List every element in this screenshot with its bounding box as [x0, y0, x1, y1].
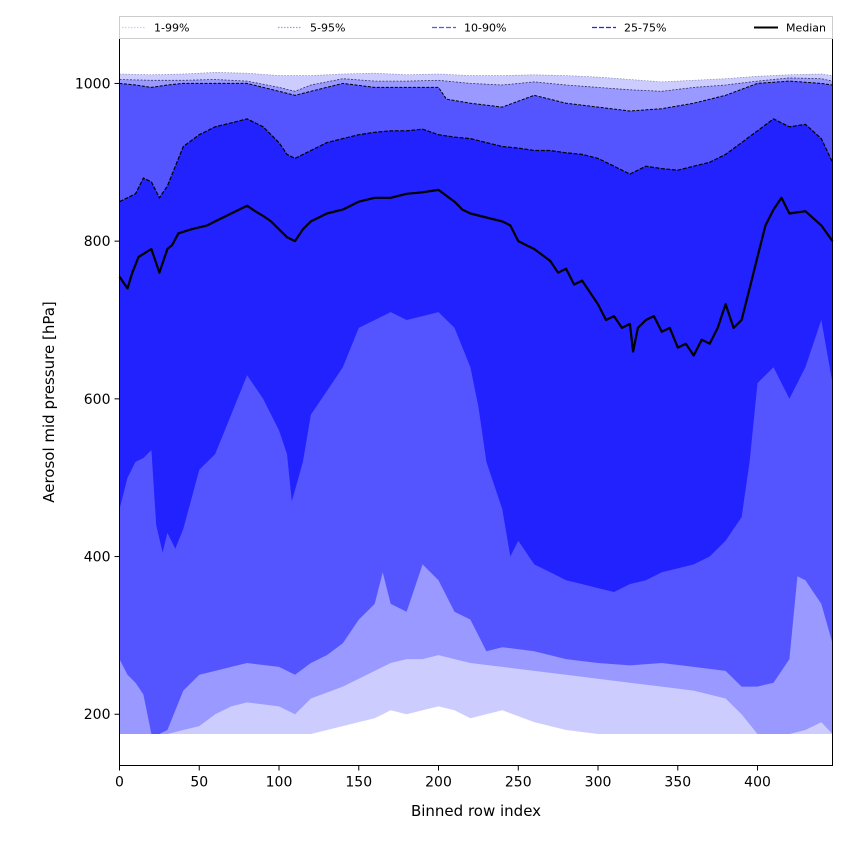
band-edge-lines: [119, 72, 834, 203]
legend: 1-99% 5-95% 10-90% 25-75% Median: [119, 16, 833, 39]
edge-line-95: [119, 77, 833, 92]
legend-label: 1-99%: [154, 22, 189, 35]
legend-box: [119, 16, 833, 39]
legend-label: 25-75%: [624, 22, 666, 35]
percentile-bands: [119, 72, 833, 735]
x-axis-ticks: 0 50 100 150 200 250 300 350 400: [115, 765, 771, 791]
x-tick-label: 300: [585, 775, 612, 791]
y-tick-label: 1000: [75, 76, 111, 92]
x-tick-label: 400: [744, 775, 771, 791]
x-tick-label: 350: [664, 775, 691, 791]
edge-line-99: [119, 72, 833, 83]
edge-line-90: [119, 80, 833, 112]
median-line: [118, 188, 834, 357]
x-tick-label: 100: [266, 775, 293, 791]
legend-label: 5-95%: [310, 22, 345, 35]
x-tick-label: 50: [190, 775, 208, 791]
legend-label: 10-90%: [464, 22, 506, 35]
x-tick-label: 250: [505, 775, 532, 791]
y-axis-label: Aerosol mid pressure [hPa]: [40, 301, 58, 503]
x-tick-label: 200: [425, 775, 452, 791]
x-axis-label: Binned row index: [411, 802, 541, 820]
y-tick-label: 400: [84, 550, 111, 566]
y-axis-ticks: 200 400 600 800 1000: [75, 76, 120, 723]
y-tick-label: 800: [84, 234, 111, 250]
median-layer: [118, 188, 834, 357]
legend-label: Median: [786, 22, 826, 35]
y-tick-label: 200: [84, 707, 111, 723]
x-tick-label: 0: [115, 775, 124, 791]
x-tick-label: 150: [345, 775, 372, 791]
edge-line-75: [119, 118, 834, 203]
y-tick-label: 600: [84, 392, 111, 408]
below-1pct-area: [119, 706, 833, 734]
